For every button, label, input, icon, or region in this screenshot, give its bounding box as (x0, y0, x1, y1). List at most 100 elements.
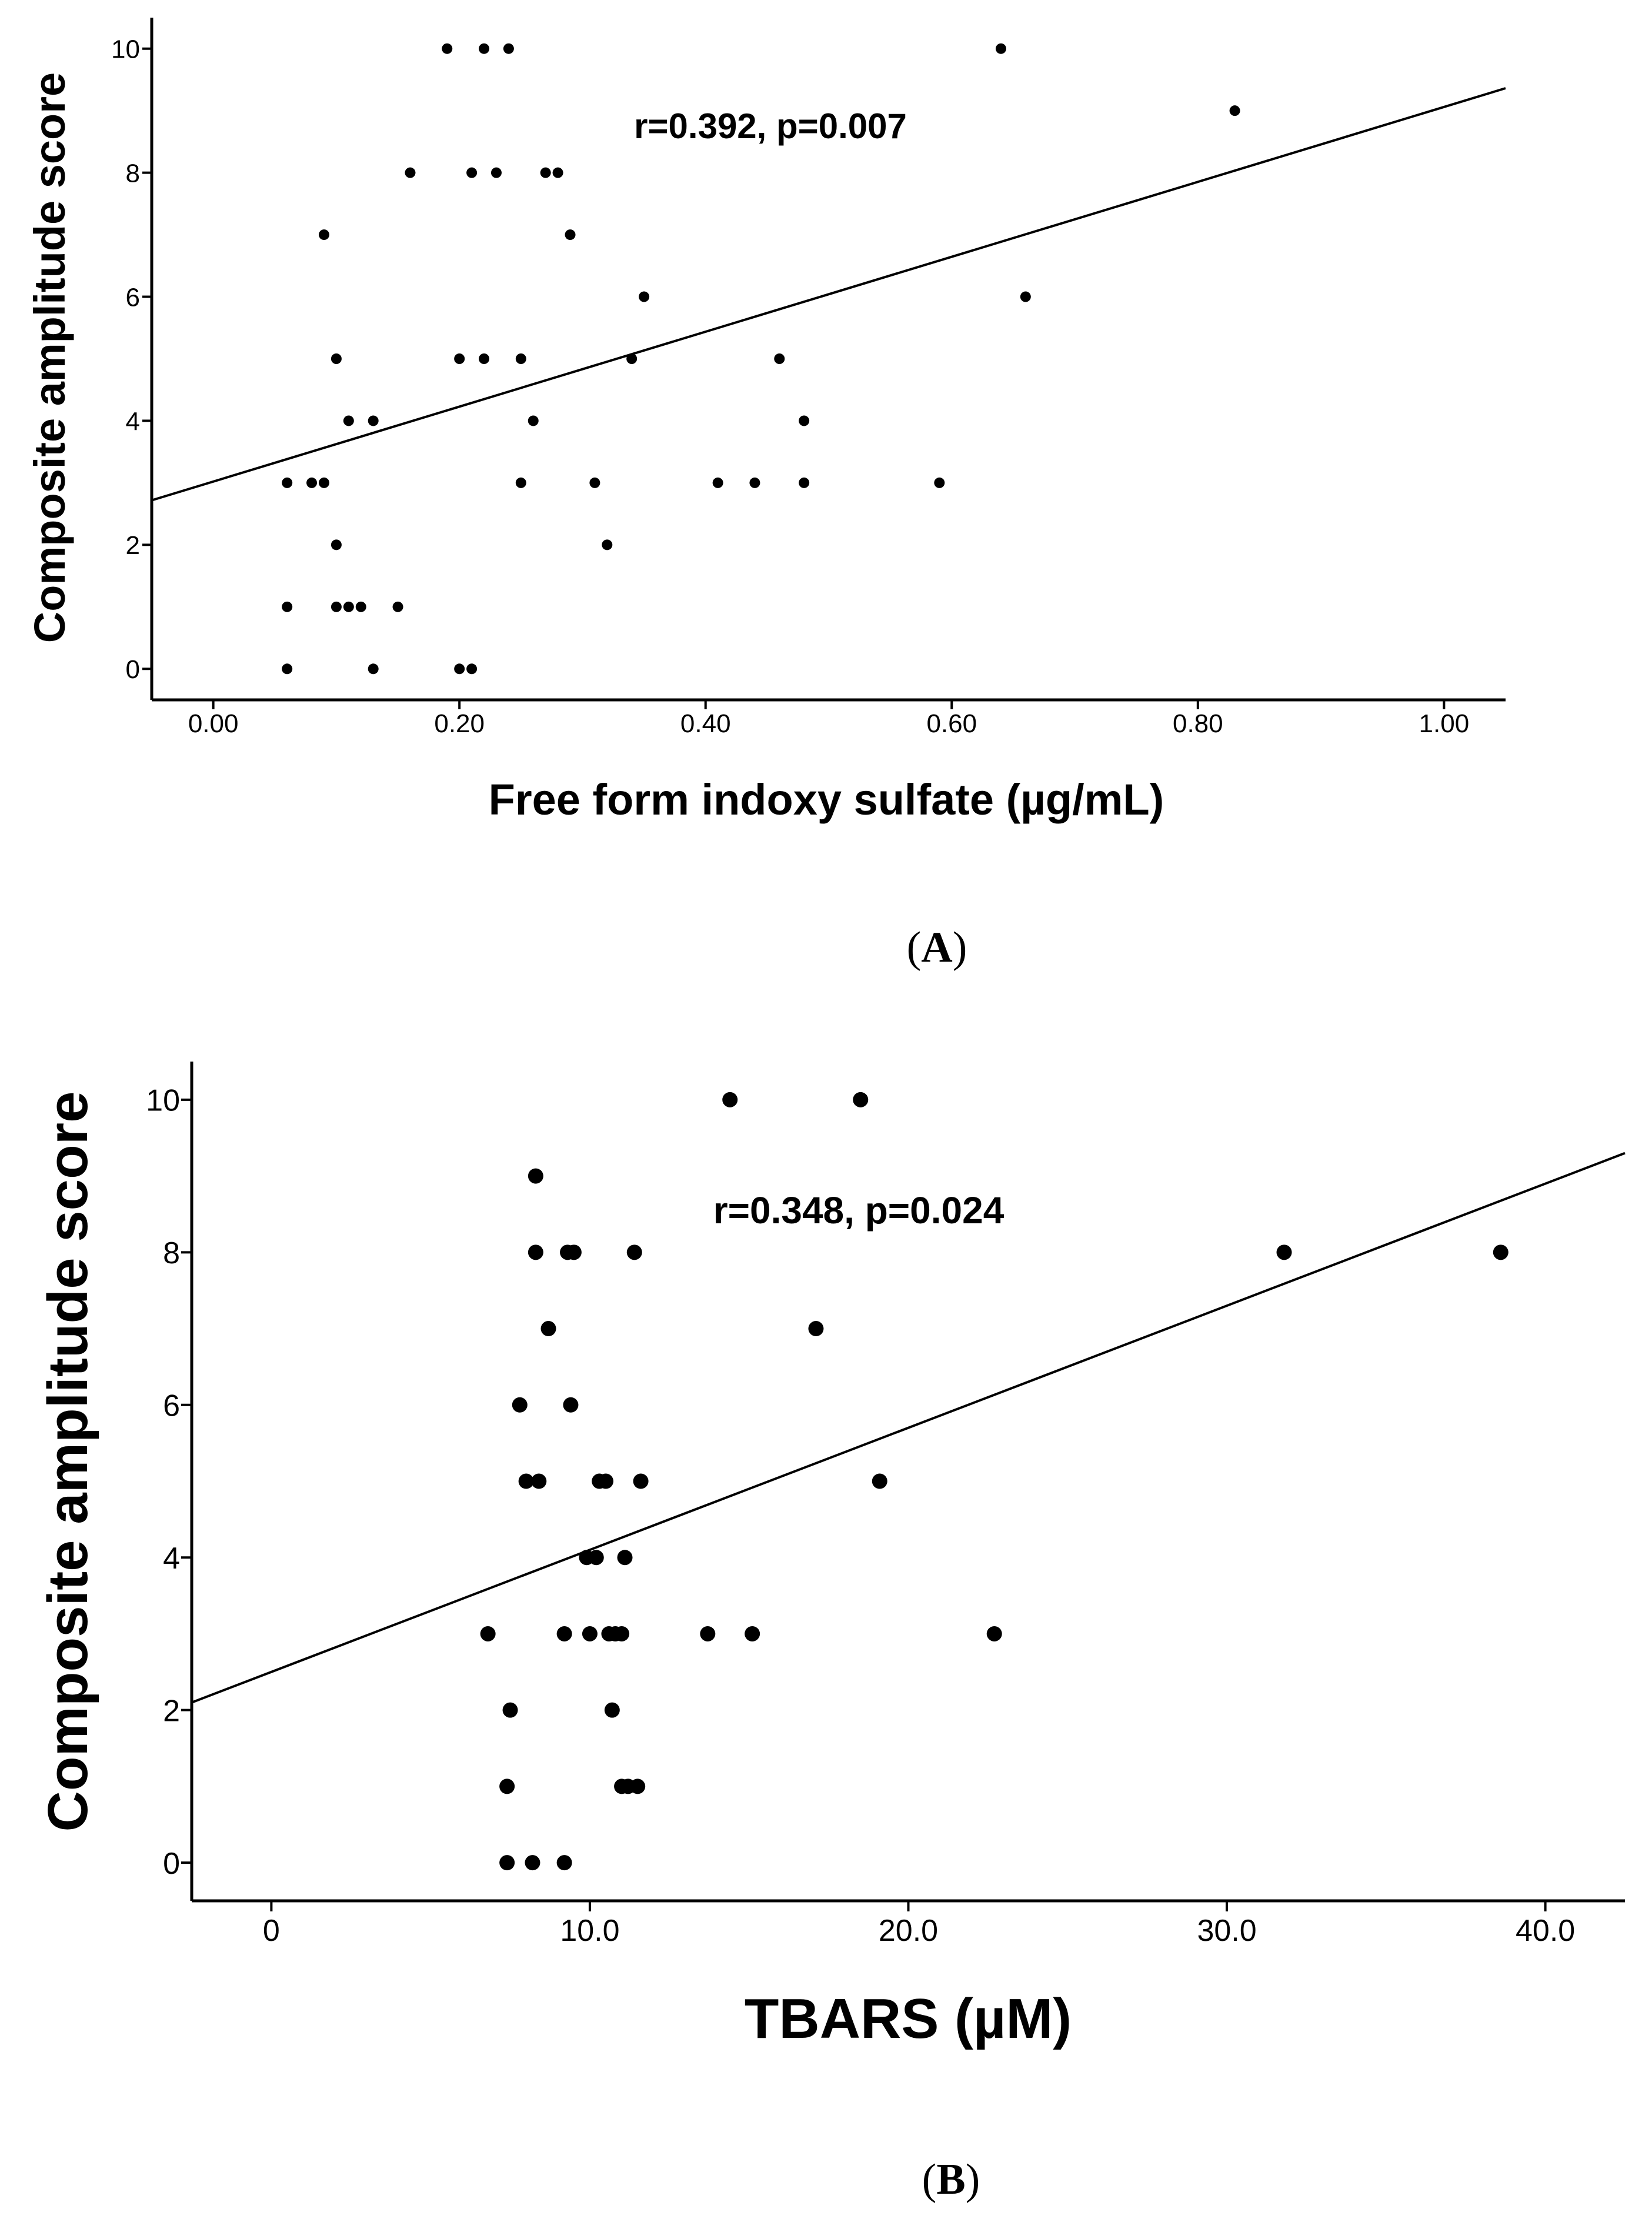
panel-a-ticks: 0.00 0.20 0.40 0.60 0.80 1.00 0 2 4 6 8 10 (111, 35, 1469, 738)
data-point (617, 1550, 633, 1566)
data-point (799, 477, 810, 488)
data-point (306, 477, 318, 488)
data-point (556, 1626, 572, 1641)
data-point (749, 477, 760, 488)
data-point (515, 353, 526, 364)
panel-b-ticks: 0 10.0 20.0 30.0 40.0 0 2 4 6 8 10 (146, 1084, 1575, 1948)
data-point (318, 229, 329, 241)
y-tick-label: 8 (126, 159, 140, 188)
panel-a-data-points (282, 43, 1240, 675)
data-point (934, 477, 945, 488)
y-tick-label: 0 (126, 655, 140, 684)
y-tick-label: 4 (163, 1541, 180, 1576)
data-point (808, 1321, 824, 1337)
data-point (466, 663, 478, 675)
y-tick-label: 4 (126, 407, 140, 436)
data-point (282, 663, 293, 675)
data-point (518, 1473, 534, 1489)
data-point (540, 1321, 556, 1337)
data-point (528, 1168, 543, 1184)
x-tick-label: 10.0 (560, 1914, 619, 1948)
data-point (1229, 105, 1240, 116)
data-point (331, 353, 342, 364)
data-point (466, 167, 478, 178)
x-tick-label: 0.60 (926, 709, 977, 738)
data-point (598, 1473, 614, 1489)
x-tick-label: 0.00 (188, 709, 239, 738)
panel-a-label-letter: A (921, 923, 952, 972)
y-tick-label: 0 (163, 1847, 180, 1881)
y-tick-label: 6 (163, 1389, 180, 1423)
y-tick-label: 10 (146, 1084, 180, 1118)
data-point (282, 601, 293, 612)
panel-b-y-axis-title: Composite amplitude score (36, 1092, 99, 1832)
data-point (442, 43, 453, 54)
data-point (479, 353, 490, 364)
data-point (331, 601, 342, 612)
panel-a-chart: 0.00 0.20 0.40 0.60 0.80 1.00 0 2 4 6 8 10 r=0.392,… (25, 18, 1506, 972)
data-point (604, 1702, 620, 1718)
data-point (630, 1778, 646, 1794)
data-point (454, 663, 465, 675)
data-point (499, 1855, 515, 1871)
data-point (563, 1397, 579, 1413)
panel-b-label: (B) (922, 2155, 980, 2204)
data-point (614, 1626, 630, 1641)
y-tick-label: 8 (163, 1236, 180, 1270)
x-tick-label: 0.80 (1173, 709, 1223, 738)
data-point (392, 601, 403, 612)
data-point (566, 1244, 582, 1260)
data-point (774, 353, 785, 364)
data-point (565, 229, 576, 241)
data-point (525, 1855, 540, 1871)
data-point (700, 1626, 716, 1641)
data-point (503, 43, 514, 54)
data-point (331, 539, 342, 550)
data-point (799, 415, 810, 426)
data-point (355, 601, 366, 612)
data-point (368, 415, 379, 426)
data-point (1276, 1244, 1292, 1260)
data-point (872, 1473, 887, 1489)
data-point (589, 477, 600, 488)
data-point (528, 1244, 543, 1260)
data-point (745, 1626, 760, 1641)
data-point (502, 1702, 518, 1718)
panel-a-annotation: r=0.392, p=0.007 (634, 106, 907, 146)
data-point (515, 477, 526, 488)
x-tick-label: 20.0 (879, 1914, 938, 1948)
data-point (454, 353, 465, 364)
x-tick-label: 0 (263, 1914, 280, 1948)
panel-b-annotation: r=0.348, p=0.024 (713, 1189, 1004, 1232)
data-point (588, 1550, 604, 1566)
data-point (639, 291, 650, 302)
data-point (1020, 291, 1031, 302)
data-point (528, 415, 539, 426)
data-point (343, 415, 354, 426)
data-point (490, 167, 502, 178)
data-point (995, 43, 1006, 54)
data-point (282, 477, 293, 488)
y-tick-label: 10 (111, 35, 140, 64)
data-point (479, 43, 490, 54)
x-tick-label: 30.0 (1197, 1914, 1256, 1948)
data-point (1493, 1244, 1509, 1260)
data-point (582, 1626, 598, 1641)
panel-b-x-axis-title: TBARS (µM) (745, 1987, 1072, 2050)
y-tick-label: 2 (126, 531, 140, 560)
data-point (633, 1473, 649, 1489)
data-point (722, 1092, 738, 1107)
panel-a-label: (A) (907, 923, 967, 972)
data-point (531, 1473, 547, 1489)
data-point (552, 167, 563, 178)
panel-a-x-axis-title: Free form indoxy sulfate (µg/mL) (489, 775, 1164, 824)
x-tick-label: 40.0 (1516, 1914, 1575, 1948)
data-point (318, 477, 329, 488)
panel-b-regression-line (191, 1152, 1626, 1704)
data-point (540, 167, 551, 178)
data-point (405, 167, 416, 178)
data-point (626, 353, 638, 364)
data-point (602, 539, 613, 550)
data-point (480, 1626, 496, 1641)
